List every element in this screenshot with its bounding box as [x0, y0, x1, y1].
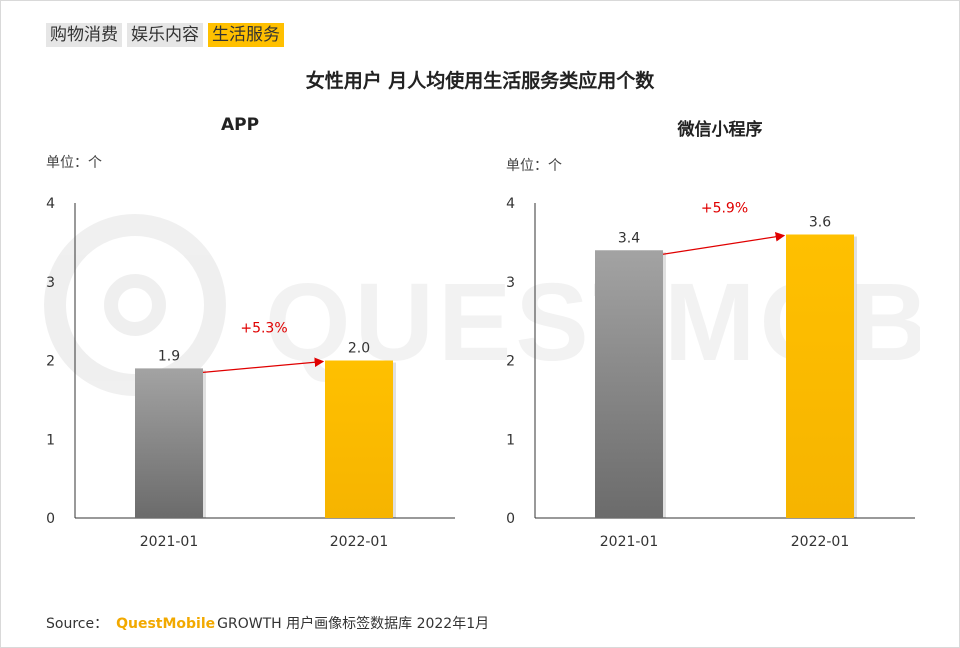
- y-tick-label: 2: [46, 354, 55, 370]
- tab-life-services[interactable]: 生活服务: [208, 23, 284, 47]
- y-tick-label: 4: [506, 196, 515, 212]
- data-label: 1.9: [158, 348, 180, 364]
- tab-entertainment[interactable]: 娱乐内容: [127, 23, 203, 47]
- growth-label: +5.3%: [240, 321, 287, 337]
- chart-app: 0 1 2 3 4 1.9 2021-01 2.0 2022-01 +5.3%: [46, 196, 455, 550]
- data-label: 3.4: [618, 230, 640, 246]
- bar-2022-01: [325, 360, 393, 518]
- y-tick-label: 2: [506, 354, 515, 370]
- unit-label-app: 单位：个: [46, 155, 102, 171]
- y-tick-label: 1: [506, 432, 515, 448]
- category-tabs: 购物消费 娱乐内容 生活服务: [46, 23, 284, 47]
- y-tick-label: 3: [46, 275, 55, 291]
- y-tick-label: 0: [46, 511, 55, 527]
- source-line: Source： QuestMobile GROWTH 用户画像标签数据库 2022年…: [46, 613, 489, 633]
- data-label: 3.6: [809, 215, 831, 231]
- source-label: Source：: [46, 616, 109, 632]
- bar-2021-01: [135, 368, 203, 518]
- tab-shopping[interactable]: 购物消费: [46, 23, 122, 47]
- growth-label: +5.9%: [701, 201, 748, 217]
- chart-title-app: APP: [220, 115, 260, 135]
- bar-2021-01: [595, 250, 663, 518]
- chart-title-miniprogram: 微信小程序: [677, 120, 763, 140]
- y-tick-label: 3: [506, 275, 515, 291]
- x-tick-label: 2021-01: [140, 534, 199, 550]
- x-tick-label: 2021-01: [600, 534, 659, 550]
- growth-arrow: [662, 232, 786, 255]
- source-brand: QuestMobile: [116, 616, 216, 632]
- data-label: 2.0: [348, 341, 370, 357]
- y-tick-label: 1: [46, 432, 55, 448]
- x-tick-label: 2022-01: [791, 534, 850, 550]
- bar-2022-01: [786, 234, 854, 518]
- y-tick-label: 4: [46, 196, 55, 212]
- source-text: GROWTH 用户画像标签数据库 2022年1月: [217, 616, 490, 632]
- chart-miniprogram: 0 1 2 3 4 3.4 2021-01 3.6 2022-01 +5.9%: [506, 196, 915, 550]
- unit-label-miniprogram: 单位：个: [506, 158, 562, 174]
- growth-arrow: [202, 357, 325, 373]
- y-tick-label: 0: [506, 511, 515, 527]
- page-title: 女性用户 月人均使用生活服务类应用个数: [305, 70, 655, 92]
- x-tick-label: 2022-01: [330, 534, 389, 550]
